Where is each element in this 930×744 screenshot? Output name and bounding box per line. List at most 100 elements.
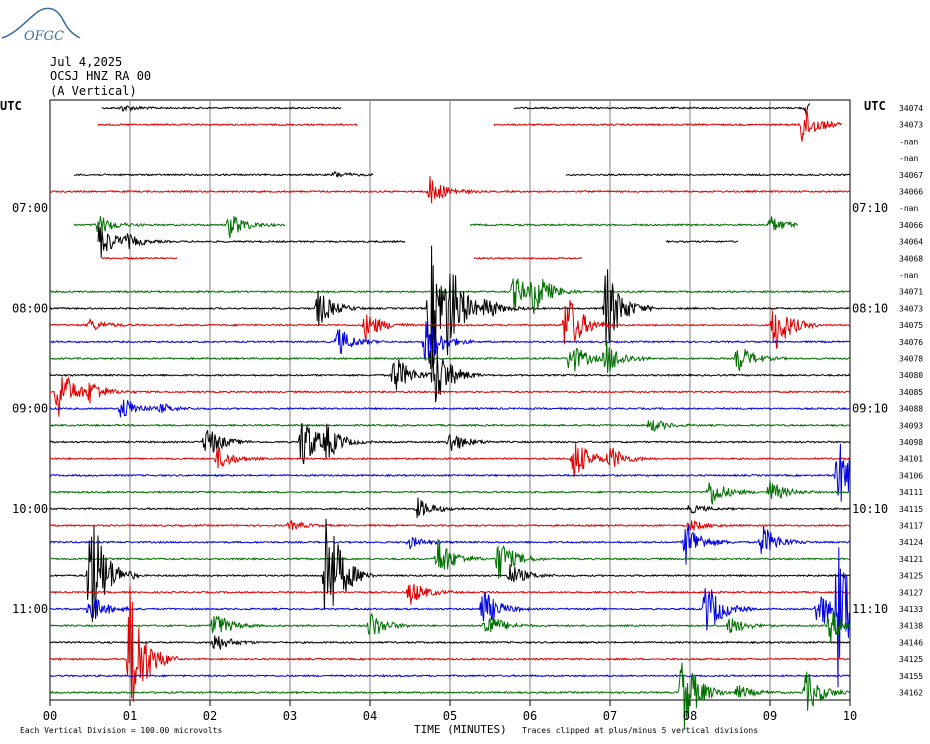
trace-line: [49, 443, 850, 478]
row-count-label: 34124: [899, 538, 923, 547]
trace-line: [49, 518, 851, 622]
footer-scale-note: Each Vertical Division = 100.00 microvol…: [20, 726, 222, 735]
x-tick-label: 01: [123, 709, 137, 723]
trace-line: [49, 539, 851, 579]
trace-line: [49, 497, 851, 518]
row-count-label: 34075: [899, 321, 923, 330]
x-tick-label: 06: [523, 709, 537, 723]
trace-line: [73, 170, 374, 178]
trace-line: [49, 176, 851, 204]
row-count-label: 34115: [899, 505, 923, 514]
right-utc-label: UTC: [864, 99, 886, 113]
row-count-label: 34076: [899, 338, 923, 347]
row-count-label: 34133: [899, 605, 923, 614]
x-tick-label: 09: [763, 709, 777, 723]
trace-line: [49, 662, 851, 730]
trace-line: [49, 673, 851, 678]
left-time-label: 07:00: [12, 201, 48, 215]
right-time-label: 08:10: [852, 301, 888, 315]
row-count-label: 34068: [899, 254, 923, 263]
left-utc-label: UTC: [0, 99, 22, 113]
row-count-label: 34078: [899, 355, 923, 364]
trace-line: [49, 340, 851, 374]
trace-line: [493, 109, 842, 142]
trace-line: [49, 519, 851, 532]
trace-line: [49, 245, 851, 370]
row-count-label: 34155: [899, 672, 923, 681]
left-time-label: 10:00: [12, 502, 48, 516]
trace-line: [49, 399, 851, 418]
trace-line: [49, 420, 851, 432]
trace-line: [49, 524, 851, 565]
trace-line: [513, 103, 811, 116]
row-count-label: -nan: [899, 204, 918, 213]
x-tick-label: 02: [203, 709, 217, 723]
row-count-label: 34125: [899, 572, 923, 581]
trace-line: [49, 350, 851, 403]
trace-line: [49, 443, 851, 502]
row-count-label: 34106: [899, 471, 923, 480]
row-count-label: 34098: [899, 438, 923, 447]
trace-line: [73, 216, 286, 239]
trace-line: [49, 480, 851, 505]
left-time-label: 08:00: [12, 301, 48, 315]
row-count-label: 34093: [899, 421, 923, 430]
ofgc-logo: OFGC: [1, 7, 81, 44]
x-axis-title: TIME (MINUTES): [414, 723, 507, 736]
row-count-labels: 34074 34073 -nan -nan 34067 34066 -nan 34066 340…: [899, 104, 923, 698]
right-time-label: 10:10: [852, 502, 888, 516]
trace-line: [473, 256, 583, 260]
row-count-label: 34162: [899, 689, 923, 698]
row-count-label: 34066: [899, 221, 923, 230]
row-count-label: 34085: [899, 388, 923, 397]
row-count-label: 34074: [899, 104, 923, 113]
right-time-label: 09:10: [852, 402, 888, 416]
header-station: OCSJ HNZ RA 00: [50, 69, 151, 83]
trace-line: [665, 239, 739, 244]
row-count-label: 34073: [899, 121, 923, 130]
trace-line: [49, 320, 851, 362]
trace-line: [49, 583, 851, 605]
trace-line: [97, 123, 358, 127]
row-count-label: 34146: [899, 638, 923, 647]
row-count-label: 34127: [899, 588, 923, 597]
row-count-label: 34117: [899, 522, 923, 531]
x-axis-ticks: 00 01 02 03 04 05 06 07 08 09 10: [43, 700, 857, 723]
left-time-label: 09:00: [12, 402, 48, 416]
row-count-label: 34138: [899, 622, 923, 631]
row-count-label: -nan: [899, 154, 918, 163]
row-count-label: -nan: [899, 271, 918, 280]
footer-clip-note: Traces clipped at plus/minus 5 vertical …: [522, 726, 758, 735]
trace-line: [49, 423, 851, 465]
x-tick-label: 00: [43, 709, 57, 723]
x-tick-label: 03: [283, 709, 297, 723]
left-time-labels: 07:00 08:00 09:00 10:00 11:00: [12, 201, 48, 616]
trace-line: [101, 105, 342, 112]
logo-text: OFGC: [24, 29, 64, 44]
trace-line: [97, 225, 406, 259]
row-count-label: 34111: [899, 488, 923, 497]
row-count-label: 34088: [899, 405, 923, 414]
right-time-label: 07:10: [852, 201, 888, 215]
x-tick-label: 10: [843, 709, 857, 723]
minute-gridlines: [129, 100, 771, 700]
row-count-label: 34071: [899, 288, 923, 297]
trace-line: [49, 376, 851, 417]
row-count-label: -nan: [899, 137, 918, 146]
row-count-label: 34101: [899, 455, 923, 464]
row-count-label: 34073: [899, 304, 923, 313]
trace-line: [50, 610, 851, 644]
trace-line: [469, 216, 799, 231]
x-tick-label: 05: [443, 709, 457, 723]
row-count-label: 34080: [899, 371, 923, 380]
x-tick-label: 08: [683, 709, 697, 723]
row-count-label: 34066: [899, 188, 923, 197]
x-tick-label: 07: [603, 709, 617, 723]
row-count-label: 34064: [899, 238, 923, 247]
seismic-traces: [49, 103, 851, 730]
row-count-label: 34121: [899, 555, 923, 564]
row-count-label: 34125: [899, 655, 923, 664]
right-time-label: 11:10: [852, 602, 888, 616]
x-tick-label: 04: [363, 709, 377, 723]
